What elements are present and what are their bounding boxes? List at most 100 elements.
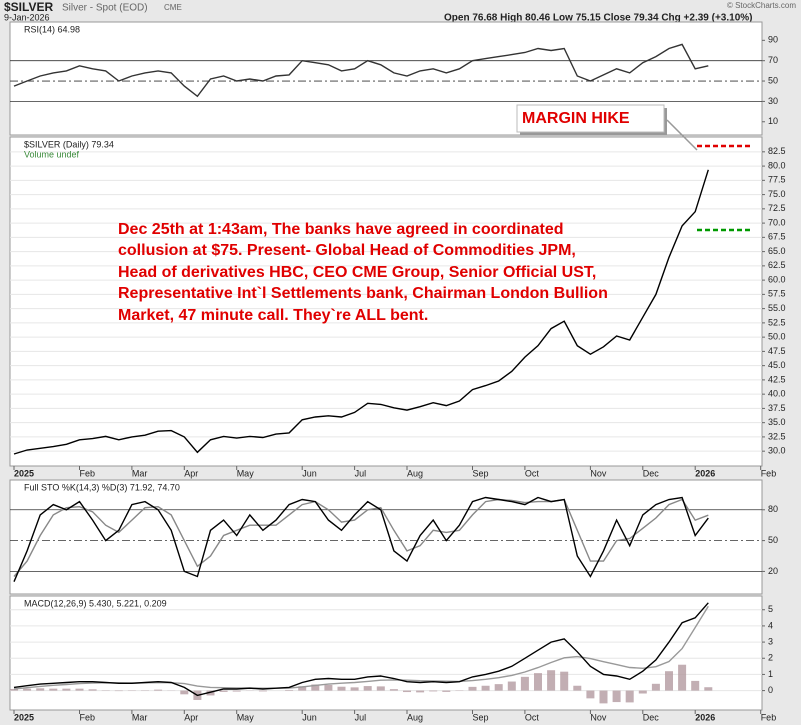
panel-title: Full STO %K(14,3) %D(3) 71.92, 74.70 — [24, 482, 180, 492]
histogram-bar — [206, 690, 215, 696]
y-tick-label: 47.5 — [768, 346, 786, 356]
x-tick-label: Jul — [355, 712, 367, 722]
histogram-bar — [534, 673, 542, 691]
histogram-bar — [665, 671, 673, 691]
y-tick-label: 35.0 — [768, 417, 786, 427]
panel — [9, 136, 763, 467]
histogram-bar — [23, 688, 32, 691]
y-tick-label: 60.0 — [768, 274, 786, 284]
x-tick-label: Feb — [761, 712, 777, 722]
date: 9-Jan-2026 — [4, 12, 50, 22]
histogram-bar — [324, 684, 333, 691]
callout-label: MARGIN HIKE — [522, 110, 630, 127]
histogram-bar — [298, 686, 307, 691]
histogram-bar — [219, 690, 228, 692]
histogram-bar — [350, 687, 359, 691]
histogram-bar — [88, 689, 97, 691]
y-tick-label: 10 — [768, 116, 778, 126]
y-tick-label: 45.0 — [768, 360, 786, 370]
quote: Open 76.68 High 80.46 Low 75.15 Close 79… — [444, 13, 752, 24]
histogram-bar — [573, 685, 582, 691]
histogram-bar — [49, 688, 58, 691]
panel-title: MACD(12,26,9) 5.430, 5.221, 0.209 — [24, 598, 167, 608]
series-line — [13, 602, 709, 697]
y-tick-label: 20 — [768, 566, 778, 576]
panel-title: $SILVER (Daily) 79.34 — [24, 139, 114, 149]
histogram-bar — [429, 690, 438, 692]
x-tick-label: Jun — [302, 468, 317, 478]
y-tick-label: 1 — [768, 669, 773, 679]
y-tick-label: 2 — [768, 653, 773, 663]
histogram-bar — [494, 684, 503, 691]
y-tick-label: 4 — [768, 620, 773, 630]
y-tick-label: 32.5 — [768, 431, 786, 441]
x-tick-label: Feb — [80, 712, 96, 722]
x-tick-label: Oct — [525, 468, 540, 478]
x-tick-label: Sep — [473, 712, 489, 722]
histogram-bar — [232, 690, 241, 692]
histogram-bar — [180, 690, 189, 695]
x-tick-label: 2026 — [695, 712, 715, 722]
x-tick-label: Sep — [473, 468, 489, 478]
y-tick-label: 3 — [768, 636, 773, 646]
annotation-line: Head of derivatives HBC, CEO CME Group, … — [118, 264, 596, 281]
histogram-bar — [376, 686, 385, 691]
y-tick-label: 70.0 — [768, 217, 786, 227]
histogram-bar — [520, 676, 529, 691]
x-tick-label: Jul — [355, 468, 367, 478]
y-tick-label: 72.5 — [768, 203, 786, 213]
histogram-bar — [403, 690, 411, 693]
histogram-bar — [586, 690, 595, 699]
y-tick-label: 50 — [768, 75, 778, 85]
y-tick-label: 57.5 — [768, 289, 786, 299]
histogram-bar — [468, 686, 477, 691]
y-tick-label: 90 — [768, 35, 778, 45]
x-tick-label: Mar — [132, 712, 148, 722]
series-line — [13, 496, 709, 582]
histogram-bar — [442, 690, 451, 692]
histogram-bar — [154, 689, 163, 691]
x-tick-label: Feb — [761, 468, 777, 478]
histogram-bar — [416, 690, 425, 693]
histogram-bar — [612, 690, 621, 703]
x-tick-label: Apr — [184, 468, 198, 478]
annotation-line: Representative Int`l Settlements bank, C… — [118, 285, 608, 302]
panel — [9, 595, 763, 711]
histogram-bar — [599, 690, 608, 704]
symbol-name: Silver - Spot (EOD) — [62, 3, 148, 14]
x-tick-label: Feb — [80, 468, 96, 478]
y-tick-label: 80.0 — [768, 160, 786, 170]
y-tick-label: 67.5 — [768, 232, 786, 242]
x-tick-label: 2025 — [14, 712, 34, 722]
credit: © StockCharts.com — [727, 1, 796, 10]
x-tick-label: Oct — [525, 712, 540, 722]
panel-title: RSI(14) 64.98 — [24, 24, 80, 34]
y-tick-label: 55.0 — [768, 303, 786, 313]
x-tick-label: Nov — [590, 468, 607, 478]
histogram-bar — [363, 686, 372, 691]
histogram-bar — [258, 690, 267, 692]
x-tick-label: Aug — [407, 468, 423, 478]
callout-box — [516, 104, 665, 133]
histogram-bar — [651, 683, 660, 691]
histogram-bar — [337, 686, 346, 691]
y-tick-label: 30 — [768, 96, 778, 106]
histogram-bar — [560, 671, 569, 691]
symbol: $SILVER — [4, 0, 53, 14]
series-line — [13, 169, 709, 455]
x-tick-label: 2025 — [14, 468, 34, 478]
y-tick-label: 50.0 — [768, 332, 786, 342]
x-tick-label: Dec — [643, 712, 660, 722]
histogram-bar — [481, 685, 490, 691]
y-tick-label: 5 — [768, 604, 773, 614]
y-tick-label: 62.5 — [768, 260, 786, 270]
x-tick-label: Nov — [590, 712, 607, 722]
x-tick-label: May — [237, 468, 255, 478]
exchange: CME — [164, 3, 182, 12]
histogram-bar — [36, 688, 45, 691]
y-tick-label: 52.5 — [768, 317, 786, 327]
y-tick-label: 40.0 — [768, 389, 786, 399]
y-tick-label: 65.0 — [768, 246, 786, 256]
histogram-bar — [691, 680, 700, 691]
